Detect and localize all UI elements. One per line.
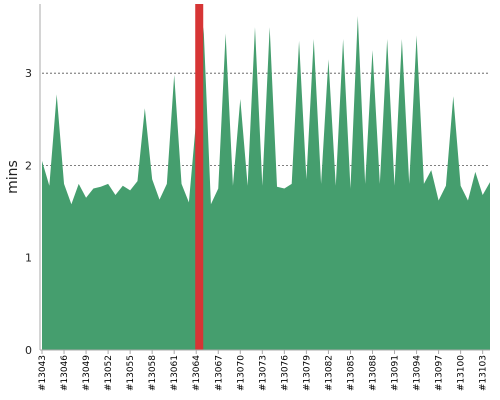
x-tick-label: #13043 — [38, 355, 48, 391]
x-tick-label: #13046 — [60, 355, 70, 391]
area-fill — [42, 15, 490, 351]
x-tick-label: #13097 — [435, 355, 445, 391]
x-tick-label: #13058 — [148, 355, 158, 391]
highlight-band — [195, 4, 204, 350]
y-tick-label: 0 — [25, 344, 32, 357]
y-tick-labels: 0 1 2 3 — [25, 67, 32, 357]
x-tick-label: #13073 — [258, 355, 268, 391]
x-tick-label: #13103 — [479, 355, 489, 391]
x-tick-label: #13055 — [126, 355, 136, 391]
x-tick-label: #13070 — [236, 355, 246, 391]
x-tick-label: #13067 — [214, 355, 224, 391]
x-tick-label: #13082 — [324, 355, 334, 391]
x-tick-label: #13100 — [457, 355, 467, 391]
x-tick-label: #13064 — [192, 355, 202, 391]
x-tick-label: #13076 — [280, 355, 290, 391]
highlight-marker — [195, 4, 204, 350]
y-axis-title: mins — [5, 160, 21, 194]
x-tick-label: #13088 — [368, 355, 378, 391]
x-tick-label: #13085 — [346, 355, 356, 391]
x-tick-label: #13061 — [170, 355, 180, 391]
x-tick-label: #13091 — [391, 355, 401, 391]
x-tick-label: #13052 — [104, 355, 114, 391]
x-tick-label: #13049 — [82, 355, 92, 391]
y-tick-label: 2 — [25, 159, 32, 172]
y-tick-label: 3 — [25, 67, 32, 80]
axes — [39, 4, 490, 351]
area-series — [42, 15, 490, 351]
x-tick-label: #13094 — [413, 355, 423, 391]
x-tick-label: #13079 — [302, 355, 312, 391]
y-tick-label: 1 — [25, 252, 32, 265]
x-tick-labels: #13043 #13046 #13049 #13052 #13055 #13058 #130… — [38, 350, 489, 391]
